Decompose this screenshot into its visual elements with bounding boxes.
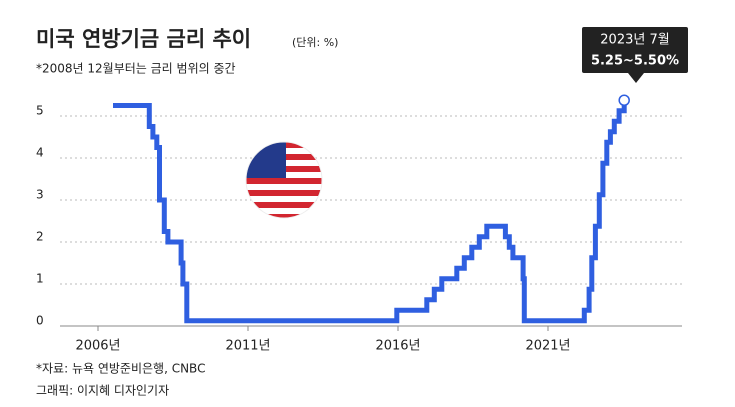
y-tick-label: 2 <box>36 230 44 244</box>
x-tick-label: 2006년 <box>75 339 120 354</box>
source: *자료: 뉴욕 연방준비은행, CNBC <box>36 361 205 376</box>
y-tick-label: 4 <box>36 146 44 160</box>
unit: (단위: %) <box>292 36 338 49</box>
flag-icon <box>246 142 322 218</box>
x-tick-label: 2021년 <box>525 339 570 354</box>
x-tick-label: 2011년 <box>225 339 270 354</box>
y-tick-label: 1 <box>36 272 44 286</box>
credit: 그래픽: 이지혜 디자인기자 <box>36 384 169 398</box>
x-tick-label: 2016년 <box>375 339 420 354</box>
annotation-value: 5.25~5.50% <box>591 54 679 69</box>
annotation-date: 2023년 7월 <box>600 33 669 48</box>
rate-line <box>113 100 627 324</box>
y-tick-label: 3 <box>36 188 44 202</box>
annotation: 2023년 7월 5.25~5.50% <box>582 27 688 83</box>
chart-title: 미국 연방기금 금리 추이 <box>36 27 251 51</box>
last-point <box>618 94 630 106</box>
y-tick-label: 0 <box>36 314 44 328</box>
subtitle: *2008년 12월부터는 금리 범위의 중간 <box>36 62 236 76</box>
flag-rim <box>245 141 323 219</box>
y-tick-label: 5 <box>36 104 44 118</box>
